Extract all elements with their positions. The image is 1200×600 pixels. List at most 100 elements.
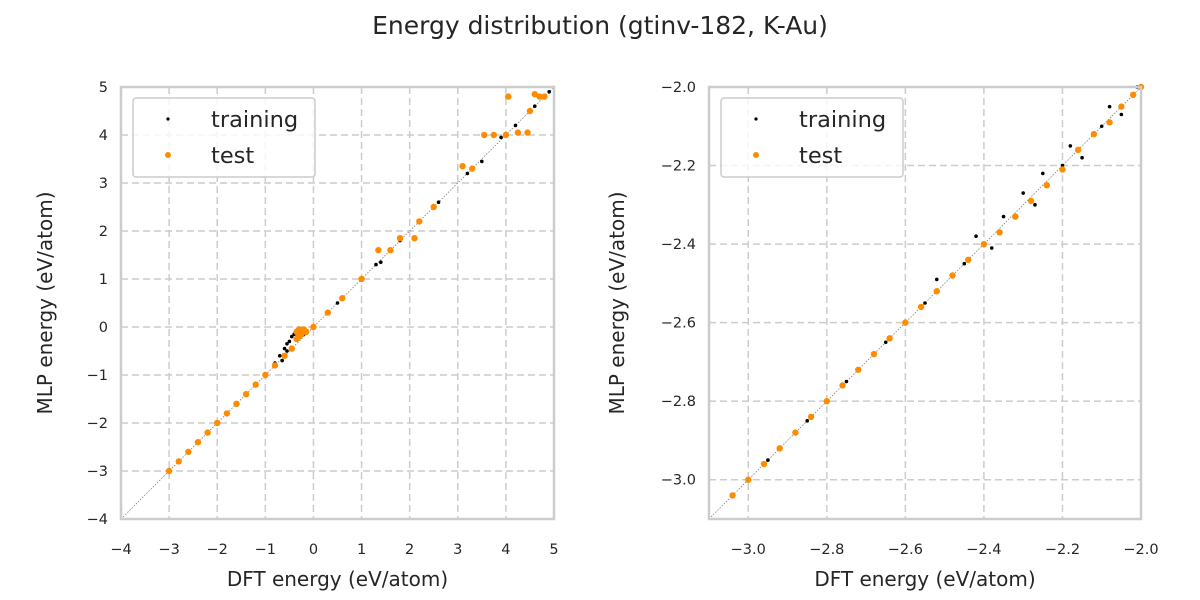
test-point xyxy=(807,413,815,421)
legend-test-label: test xyxy=(211,143,254,169)
test-point xyxy=(839,382,846,389)
test-point xyxy=(933,288,940,295)
training-point xyxy=(1068,144,1073,148)
training-point xyxy=(480,159,484,164)
y-tick-label: −2 xyxy=(87,416,108,432)
y-tick-label: 5 xyxy=(99,80,108,96)
training-point xyxy=(547,90,551,94)
test-point xyxy=(502,131,510,139)
test-point xyxy=(481,131,488,139)
legend-training-marker xyxy=(754,117,758,121)
training-point xyxy=(934,277,939,282)
x-tick-label: −3.0 xyxy=(731,542,766,558)
test-point xyxy=(531,91,538,98)
training-point xyxy=(883,340,888,345)
training-point xyxy=(532,104,537,108)
training-point xyxy=(499,135,503,140)
test-point xyxy=(823,397,831,405)
y-tick-label: 1 xyxy=(99,272,108,288)
test-point xyxy=(223,410,231,417)
training-point xyxy=(923,301,927,305)
full-range-points xyxy=(165,90,551,475)
zoom-points xyxy=(729,83,1145,499)
test-point xyxy=(281,352,288,359)
training-point xyxy=(1080,155,1084,160)
x-tick-label: −2.4 xyxy=(966,542,1001,558)
legend-training-label: training xyxy=(799,107,886,133)
full-range-x-axis-label: DFT energy (eV/atom) xyxy=(227,567,448,591)
test-point xyxy=(204,429,211,436)
training-point xyxy=(282,346,287,351)
training-point xyxy=(1033,203,1037,207)
full-range-plot-frame xyxy=(119,85,556,521)
test-point xyxy=(980,240,988,248)
test-point xyxy=(870,350,878,358)
x-tick-label: 1 xyxy=(357,542,366,558)
test-point xyxy=(541,93,548,100)
zoom-x-axis-label: DFT energy (eV/atom) xyxy=(814,567,1035,591)
test-point xyxy=(165,467,173,475)
test-point xyxy=(242,391,250,398)
test-point xyxy=(1027,197,1035,205)
test-point xyxy=(324,309,332,316)
test-point xyxy=(886,335,893,342)
test-point xyxy=(1106,119,1113,126)
test-point xyxy=(175,458,182,465)
full-range-panel: −4 −3 −2 −1 0 1 2 3 4 5 −4 −3 −2 −1 0 1 2 3 4 5 DFT energy … xyxy=(33,80,559,591)
x-tick-label: −2.0 xyxy=(1123,542,1158,558)
test-point xyxy=(524,129,531,136)
training-point xyxy=(379,260,383,265)
test-point xyxy=(514,129,522,136)
x-tick-label: 5 xyxy=(549,542,558,558)
y-tick-label: −3 xyxy=(87,464,108,480)
y-tick-label: −2.0 xyxy=(661,80,696,96)
test-point xyxy=(1090,130,1098,138)
test-point xyxy=(996,229,1003,236)
training-point xyxy=(1107,104,1112,109)
training-point xyxy=(335,301,340,305)
test-point xyxy=(902,319,909,326)
x-tick-label: 2 xyxy=(405,542,414,558)
test-point xyxy=(526,107,534,115)
x-tick-label: −2.8 xyxy=(809,542,844,558)
training-point xyxy=(844,379,849,384)
zoom-legend: training test xyxy=(720,97,904,178)
test-point xyxy=(252,381,259,388)
test-point xyxy=(375,247,382,254)
x-tick-label: −2.2 xyxy=(1045,542,1080,558)
test-point xyxy=(396,235,404,242)
training-point xyxy=(1001,214,1006,219)
test-point xyxy=(430,203,437,211)
test-point xyxy=(303,328,310,335)
legend-training-marker xyxy=(166,117,170,121)
training-point xyxy=(436,200,441,204)
y-tick-label: 0 xyxy=(99,320,108,336)
x-tick-label: 0 xyxy=(309,542,318,558)
training-point xyxy=(465,171,470,176)
full-range-y-axis-label: MLP energy (eV/atom) xyxy=(33,191,57,414)
training-point xyxy=(280,358,284,363)
test-point xyxy=(1059,166,1066,173)
x-tick-label: −2.6 xyxy=(888,542,923,558)
zoom-panel: −3.0 −2.8 −2.6 −2.4 −2.2 −2.0 −3.0 −2.8 −2.6 −2.4… xyxy=(605,80,1159,591)
training-point xyxy=(962,261,967,266)
test-point xyxy=(729,492,736,499)
full-range-tick-labels: −4 −3 −2 −1 0 1 2 3 4 5 −4 −3 −2 −1 0 1 2 3 4 5 xyxy=(87,80,559,558)
test-point xyxy=(469,165,476,172)
test-point xyxy=(965,256,972,263)
test-point xyxy=(490,131,498,139)
test-point xyxy=(293,335,300,343)
test-point xyxy=(288,345,295,352)
training-point xyxy=(1021,191,1025,195)
training-point xyxy=(989,246,994,250)
x-tick-label: −4 xyxy=(110,542,131,558)
test-point xyxy=(949,272,956,279)
test-point xyxy=(262,371,269,379)
training-point xyxy=(805,419,809,423)
training-point xyxy=(277,354,282,358)
y-tick-label: −2.8 xyxy=(661,394,696,410)
x-tick-label: 4 xyxy=(501,542,510,558)
test-point xyxy=(536,93,543,100)
legend-training-label: training xyxy=(211,107,298,133)
